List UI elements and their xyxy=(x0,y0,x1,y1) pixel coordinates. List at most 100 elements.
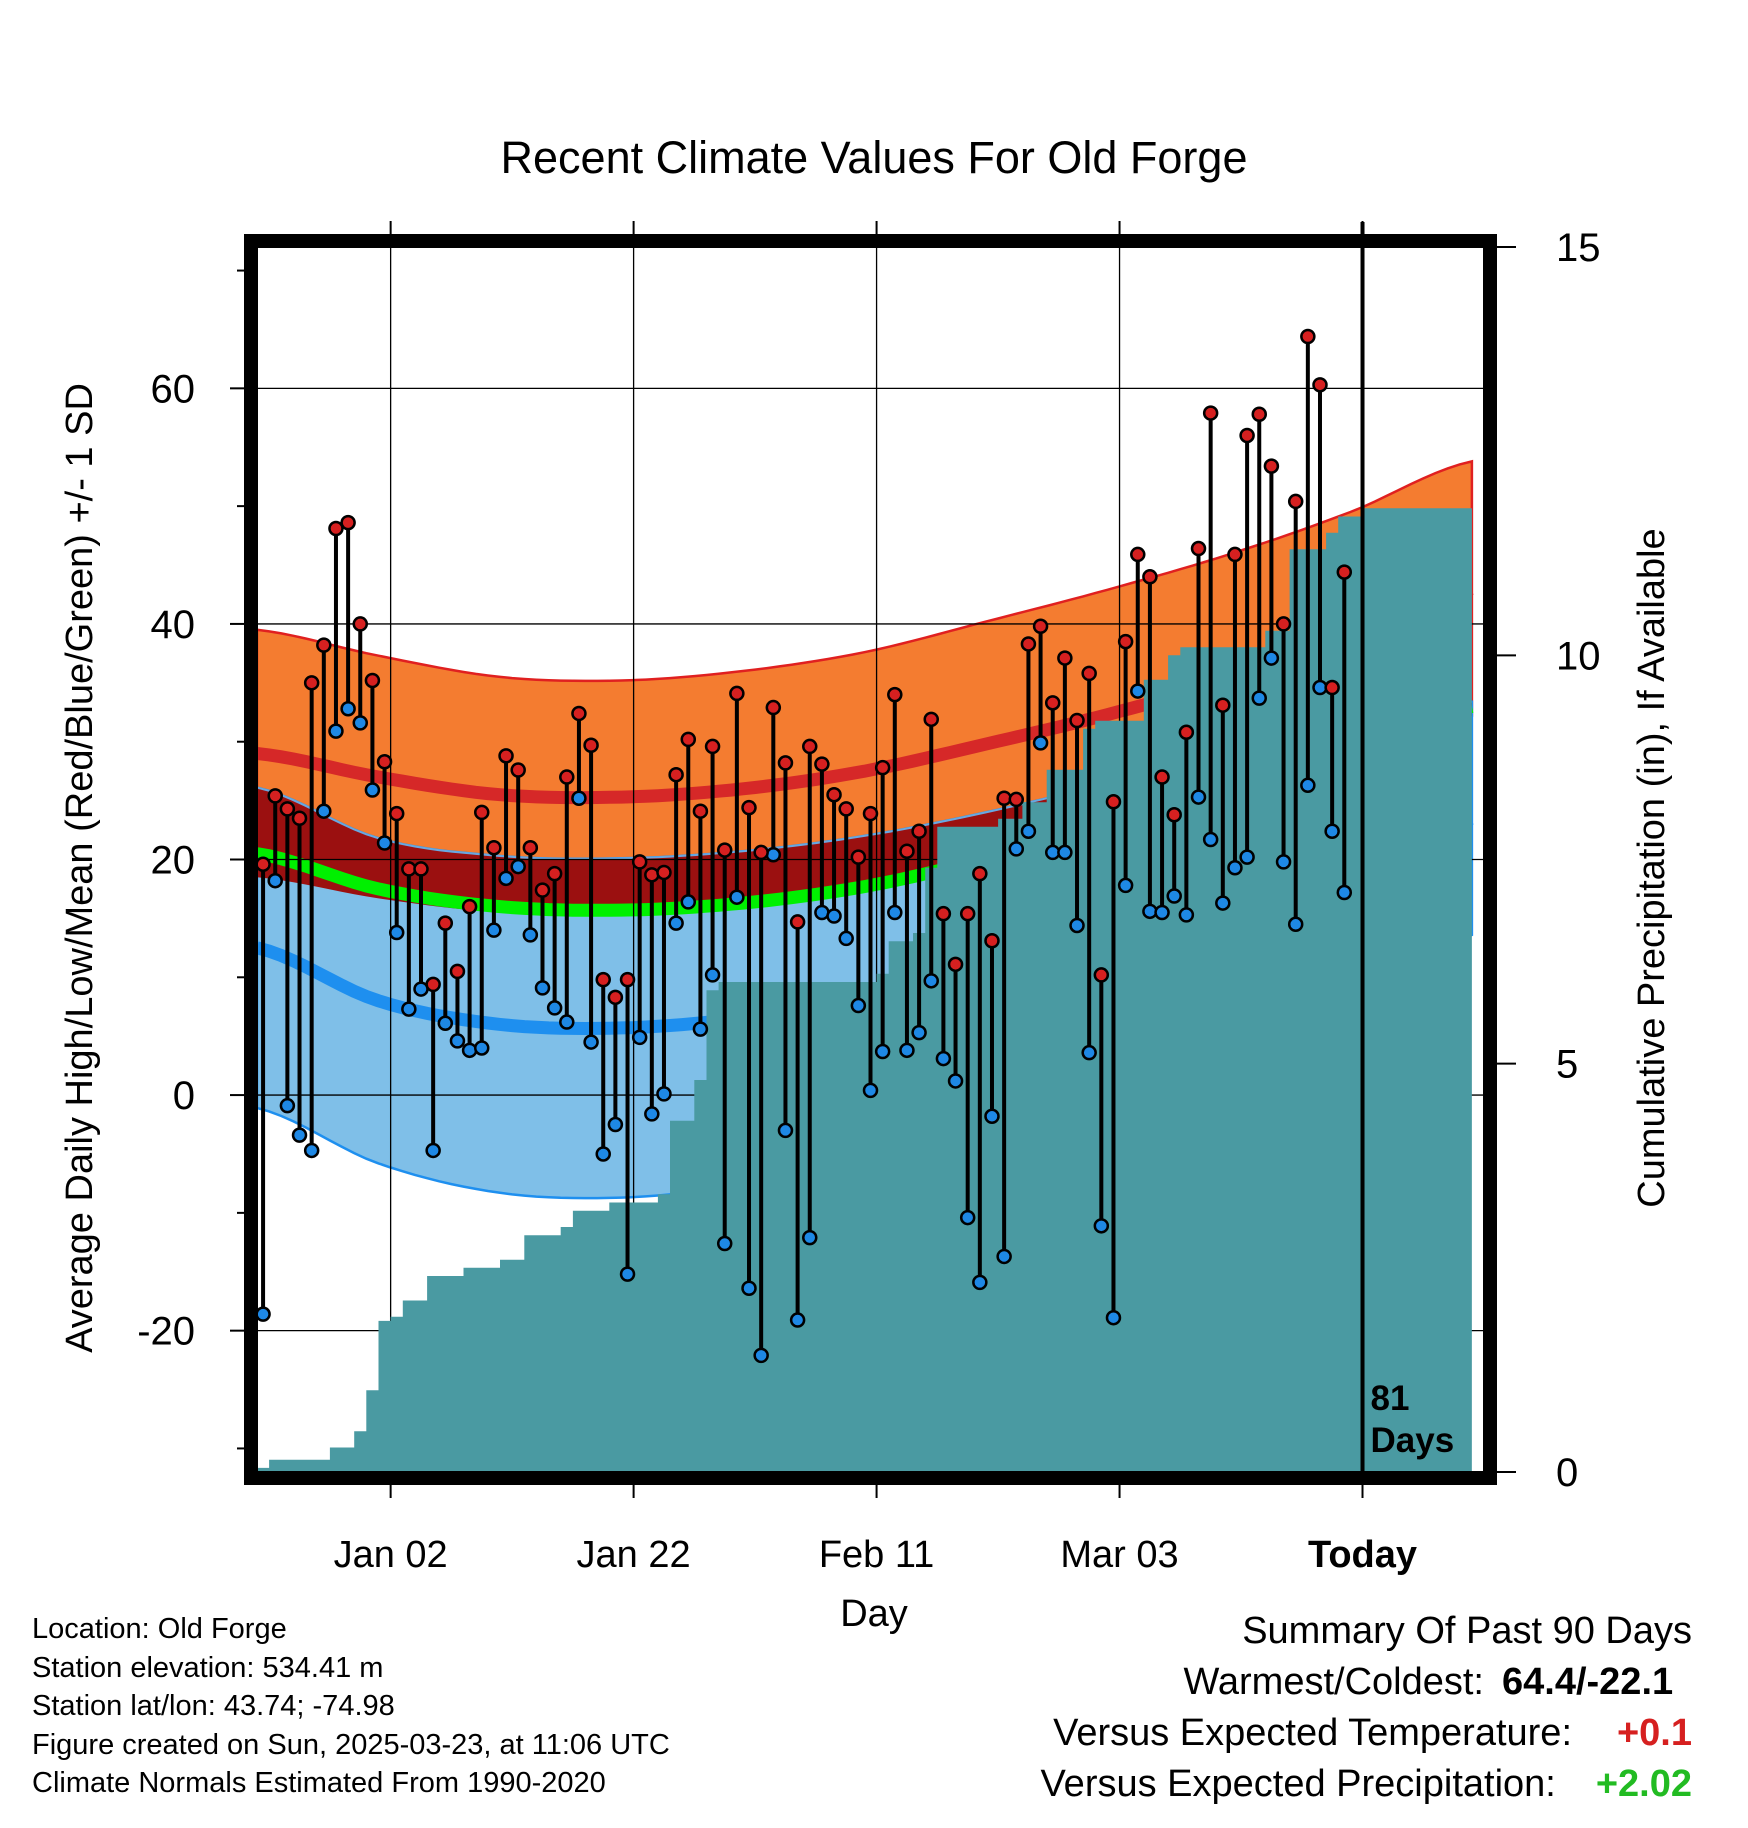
daily-high-point xyxy=(777,755,794,771)
daily-low-point xyxy=(947,1073,964,1089)
daily-low-point xyxy=(644,1106,660,1122)
daily-high-point xyxy=(303,675,320,691)
daily-high-point xyxy=(1202,405,1219,421)
daily-low-point xyxy=(1263,650,1280,666)
y-tick-label: 60 xyxy=(151,367,196,411)
daily-low-point xyxy=(911,1024,927,1041)
daily-low-point xyxy=(777,1122,794,1139)
daily-low-point xyxy=(449,1033,466,1049)
daily-low-point xyxy=(1190,789,1207,805)
daily-high-point xyxy=(765,699,782,716)
daily-high-point xyxy=(619,971,636,988)
daily-high-point xyxy=(1178,724,1195,741)
info-latlon: Station lat/lon: 43.74; -74.98 xyxy=(32,1690,395,1722)
y2-axis-label: Cumulative Precipitation (in), If Availa… xyxy=(1631,528,1673,1207)
x-tick-label: Feb 11 xyxy=(819,1534,934,1576)
daily-high-point xyxy=(267,788,283,804)
daily-high-point xyxy=(1287,493,1304,510)
summary-panel: Summary Of Past 90 Days Warmest/Coldest:… xyxy=(1040,1606,1692,1810)
daily-high-point xyxy=(741,799,757,816)
daily-low-point xyxy=(1324,823,1340,839)
y-tick-label: -20 xyxy=(137,1310,195,1354)
daily-low-point xyxy=(352,715,369,731)
daily-high-point xyxy=(291,810,308,827)
daily-high-point xyxy=(461,898,478,915)
daily-low-point xyxy=(437,1015,454,1031)
daily-low-point xyxy=(656,1086,672,1102)
daily-low-point xyxy=(1239,849,1255,865)
daily-high-point xyxy=(887,686,903,703)
daily-low-point xyxy=(619,1266,636,1282)
daily-high-point xyxy=(522,839,539,856)
daily-high-point xyxy=(534,882,551,898)
daily-low-point xyxy=(340,700,356,717)
y2-tick-label: 0 xyxy=(1556,1451,1578,1495)
daily-low-point xyxy=(862,1082,879,1099)
daily-low-point xyxy=(1202,831,1219,848)
daily-high-point xyxy=(1117,633,1134,650)
daily-low-point xyxy=(765,847,782,863)
daily-low-point xyxy=(972,1274,988,1291)
daily-low-point xyxy=(935,1050,952,1067)
daily-low-point xyxy=(303,1142,320,1159)
daily-high-point xyxy=(425,976,441,993)
daily-high-point xyxy=(595,971,611,988)
warm-cold-label: Warmest/Coldest: xyxy=(1183,1661,1484,1703)
daily-high-point xyxy=(814,756,830,772)
daily-high-point xyxy=(449,963,466,980)
temp-label: Versus Expected Temperature: xyxy=(1053,1712,1572,1754)
daily-high-point xyxy=(1081,665,1097,682)
daily-high-point xyxy=(340,514,356,531)
daily-high-point xyxy=(1324,679,1340,696)
daily-high-point xyxy=(1166,806,1182,823)
daily-low-point xyxy=(461,1042,478,1059)
daily-low-point xyxy=(1251,690,1268,706)
daily-high-point xyxy=(789,914,806,930)
daily-high-point xyxy=(1312,377,1328,393)
daily-low-point xyxy=(984,1108,1000,1125)
daily-high-point xyxy=(959,905,976,922)
daily-low-point xyxy=(1008,841,1025,857)
daily-low-point xyxy=(364,782,381,798)
daily-high-point xyxy=(328,520,344,537)
daily-high-point xyxy=(1154,769,1170,785)
daily-low-point xyxy=(425,1142,441,1159)
daily-low-point xyxy=(1166,888,1182,904)
daily-high-point xyxy=(486,839,502,856)
x-tick-label: Jan 22 xyxy=(577,1534,691,1576)
daily-low-point xyxy=(1020,823,1037,839)
today-days-label: Days xyxy=(1371,1421,1455,1460)
daily-low-point xyxy=(546,1000,563,1016)
daily-high-point xyxy=(364,672,381,689)
daily-low-point xyxy=(850,997,867,1014)
plot-frame xyxy=(244,234,1497,1485)
y-axis-label: Average Daily High/Low/Mean (Red/Blue/Gr… xyxy=(59,383,101,1353)
daily-high-point xyxy=(838,801,854,817)
daily-low-point xyxy=(1069,917,1085,934)
daily-high-point xyxy=(1275,616,1292,632)
daily-high-point xyxy=(1057,650,1073,666)
daily-high-point xyxy=(546,865,563,882)
info-normals: Climate Normals Estimated From 1990-2020 xyxy=(32,1767,606,1799)
daily-high-point xyxy=(1130,546,1146,563)
daily-high-point xyxy=(862,805,879,822)
daily-high-point xyxy=(1105,794,1122,810)
daily-high-point xyxy=(571,705,587,722)
daily-high-point xyxy=(1336,564,1353,580)
daily-low-point xyxy=(328,723,344,739)
today-days-label: 81 xyxy=(1371,1379,1410,1418)
daily-low-point xyxy=(716,1235,733,1252)
y2-tick-label: 10 xyxy=(1556,634,1601,678)
daily-low-point xyxy=(996,1248,1012,1265)
daily-low-point xyxy=(267,872,283,889)
y-tick-label: 20 xyxy=(151,839,196,883)
daily-high-point xyxy=(644,867,660,883)
daily-high-point xyxy=(1300,328,1316,345)
daily-low-point xyxy=(595,1146,611,1162)
daily-low-point xyxy=(1227,859,1243,876)
daily-low-point xyxy=(510,858,526,875)
x-tick-label: Mar 03 xyxy=(1060,1534,1178,1576)
daily-high-point xyxy=(874,759,891,776)
daily-high-point xyxy=(729,685,745,702)
